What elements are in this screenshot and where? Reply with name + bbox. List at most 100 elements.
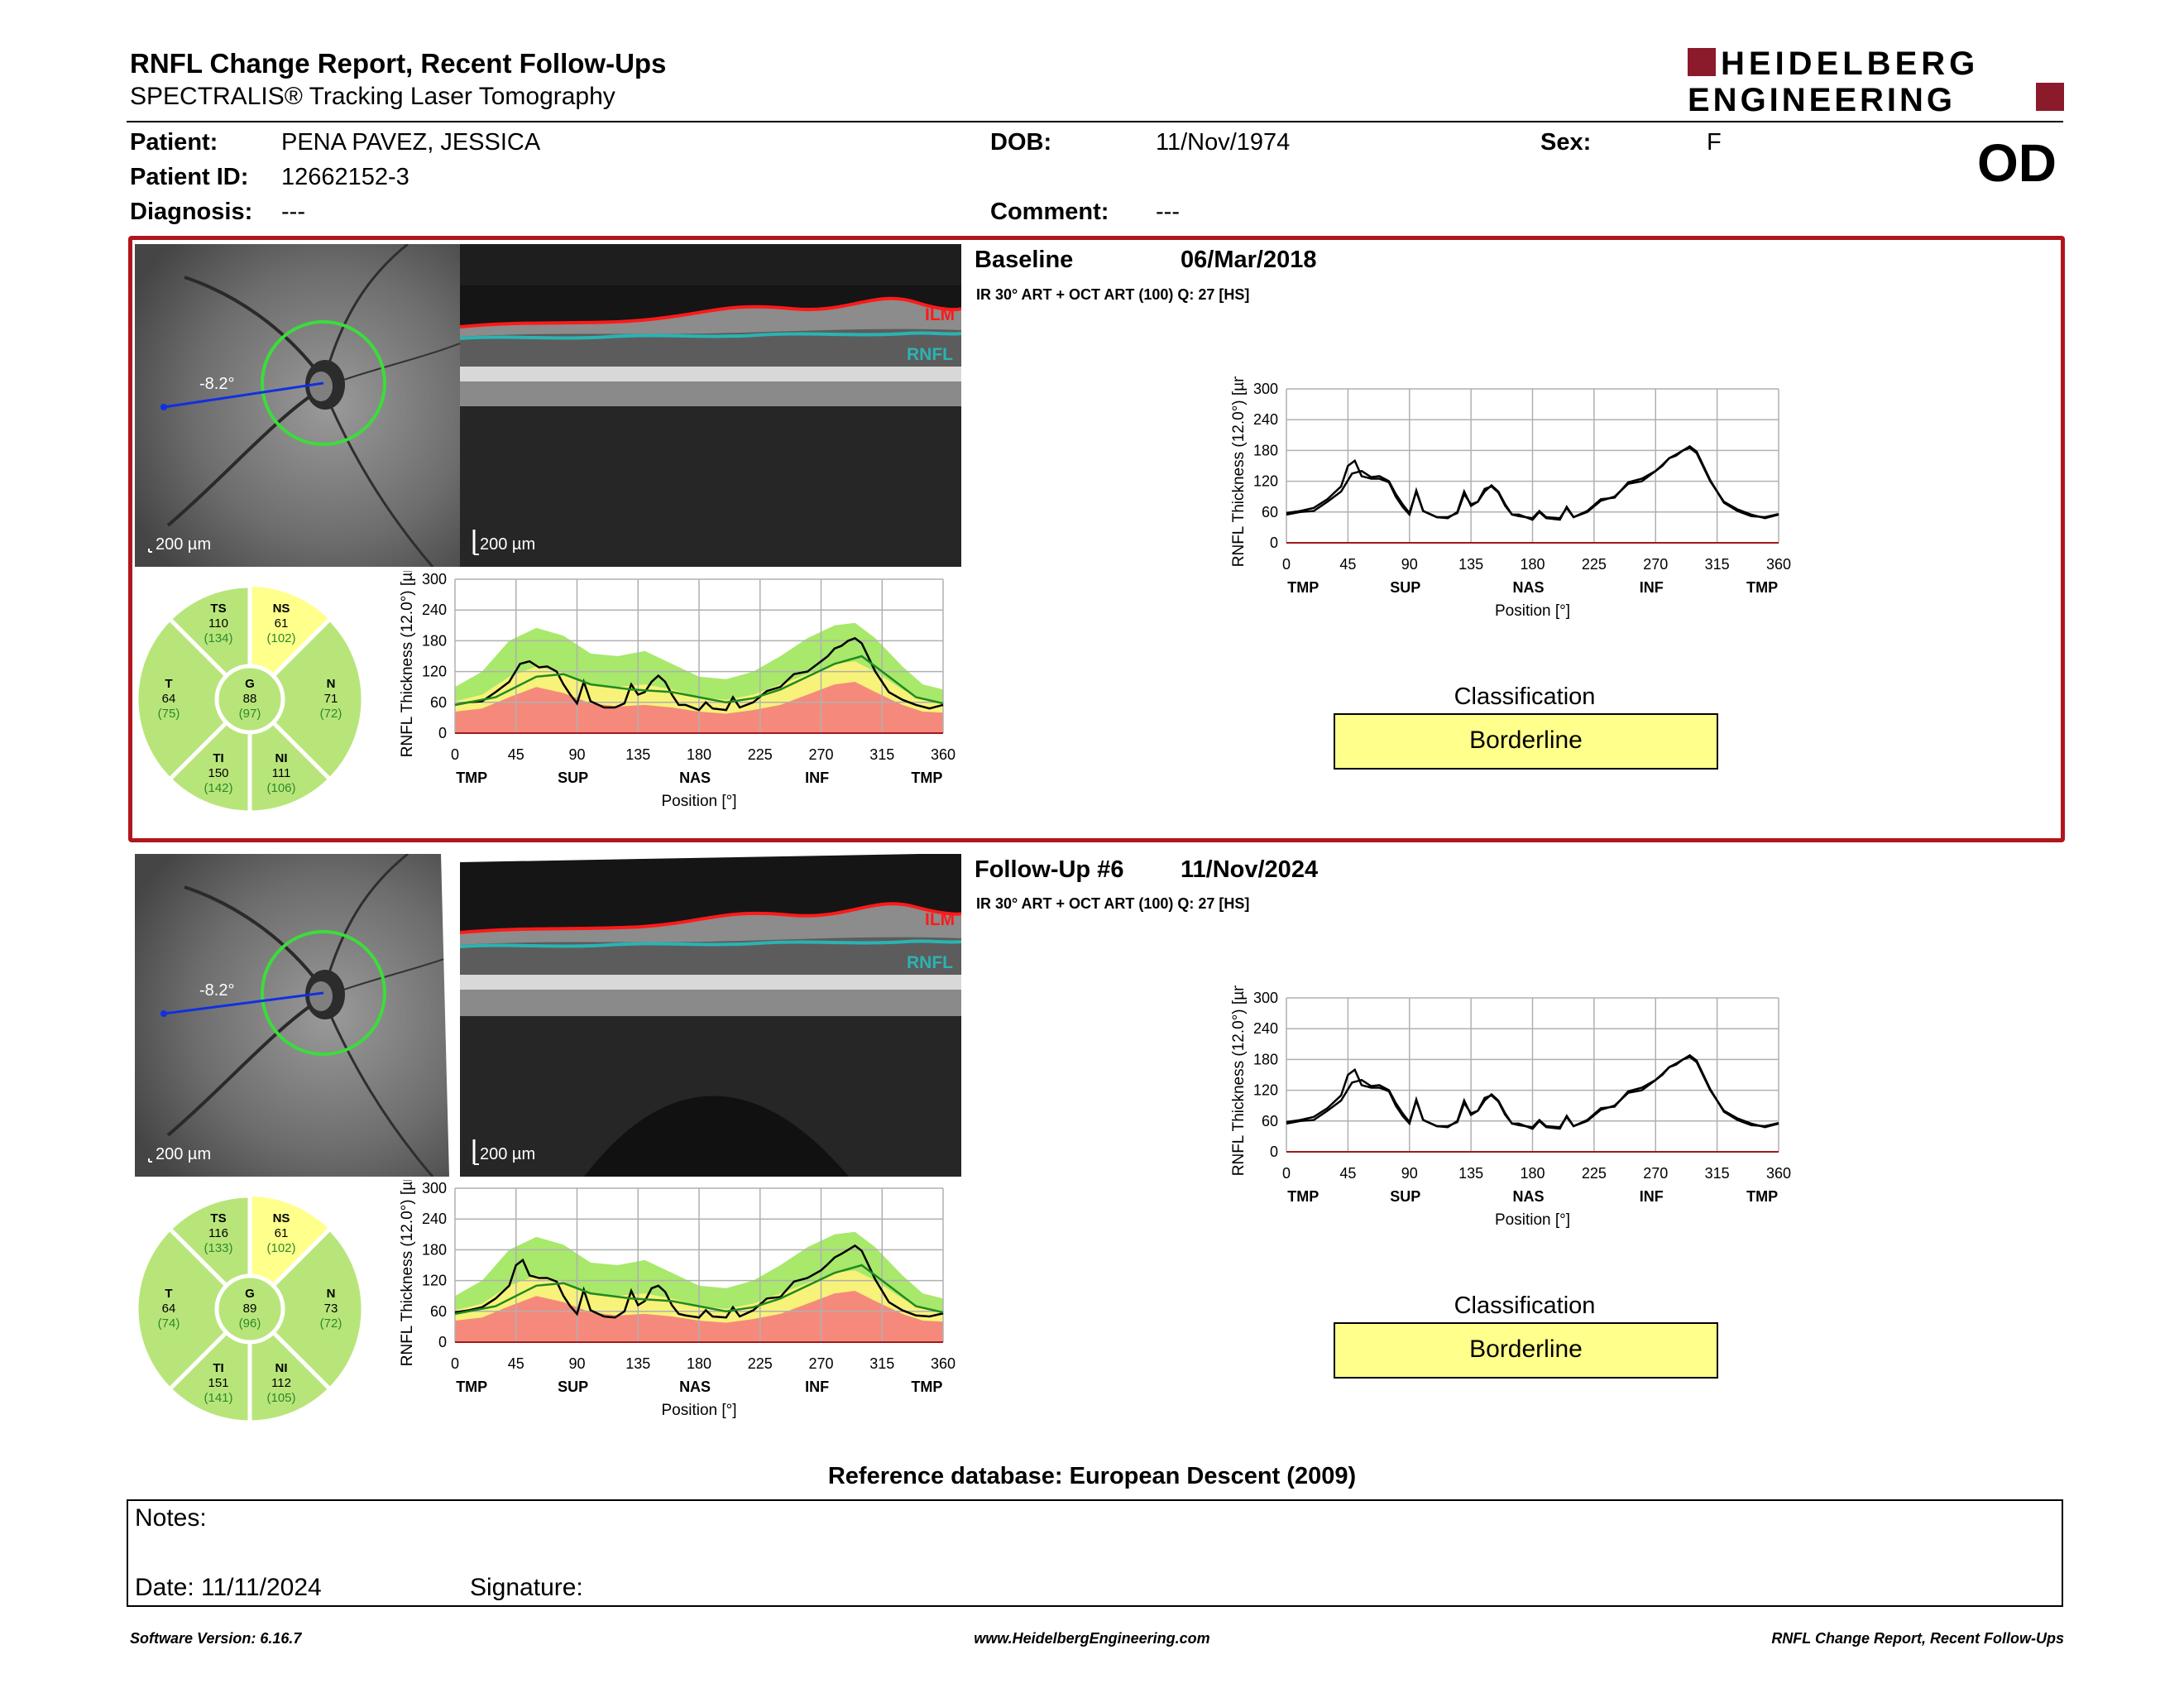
- baseline-sector-ns-value: 61: [275, 616, 289, 631]
- baseline-sector-g-label: G: [245, 677, 255, 691]
- followup-oct-bscan: ILM RNFL 200 µm: [460, 854, 961, 1177]
- series-line-2: [454, 1264, 944, 1316]
- baseline-acq: IR 30° ART + OCT ART (100) Q: 27 [HS]: [976, 286, 1250, 303]
- region-label: TMP: [911, 1379, 942, 1395]
- y-tick-label: 300: [1253, 381, 1278, 397]
- followup-sector-t-label: T: [165, 1287, 172, 1301]
- y-tick-label: 120: [1253, 1082, 1278, 1099]
- x-axis-title: Position [°]: [661, 793, 736, 810]
- x-axis-title: Position [°]: [1495, 602, 1570, 620]
- baseline-oct-bscan: ILM RNFL 200 µm: [460, 244, 961, 567]
- x-tick-label: 0: [451, 746, 459, 763]
- followup-sector-n-label: N: [327, 1287, 336, 1301]
- baseline-sector-t-value: 64: [162, 692, 176, 706]
- x-tick-label: 360: [931, 746, 956, 763]
- x-tick-label: 135: [625, 1355, 650, 1372]
- followup-rnfl-label: RNFL: [907, 953, 953, 972]
- followup-bscan-scale: 200 µm: [480, 1145, 535, 1163]
- series-line-2: [1286, 444, 1779, 520]
- region-label: TMP: [1287, 1188, 1319, 1205]
- y-tick-label: 0: [1270, 1144, 1278, 1160]
- followup-sector-g-label: G: [245, 1287, 255, 1301]
- x-tick-label: 135: [1458, 1165, 1483, 1182]
- notes-label: Notes:: [135, 1504, 207, 1532]
- region-label: TMP: [456, 770, 487, 786]
- patient-id: 12662152-3: [281, 164, 410, 190]
- region-label: SUP: [558, 770, 588, 786]
- baseline-bscan-scale: 200 µm: [480, 535, 535, 554]
- region-label: TMP: [911, 770, 942, 786]
- x-tick-label: 45: [1339, 556, 1356, 573]
- diagnosis-label: Diagnosis:: [130, 199, 253, 225]
- x-tick-label: 45: [508, 1355, 524, 1372]
- followup-sector-ni-label: NI: [275, 1361, 288, 1375]
- y-tick-label: 180: [422, 1241, 447, 1258]
- x-tick-label: 315: [869, 1355, 894, 1372]
- followup-sector-ts-ref: (133): [204, 1241, 232, 1255]
- y-tick-label: 60: [430, 694, 447, 711]
- y-axis-title: RNFL Thickness (12.0°) [µm]: [1230, 985, 1248, 1176]
- baseline-sector-chart: TS 110 (134) NS 61 (102) T 64 (75) G 88 …: [136, 585, 364, 813]
- region-label: SUP: [558, 1379, 588, 1395]
- followup-sector-g-value: 89: [243, 1302, 257, 1316]
- x-tick-label: 135: [625, 746, 650, 763]
- baseline-comparison-chart: 0 60 120 180 240 300 0 45 90 135 180 225 270 315 360 TM…: [1230, 376, 1791, 620]
- baseline-section: [128, 236, 2065, 842]
- followup-acq: IR 30° ART + OCT ART (100) Q: 27 [HS]: [976, 895, 1250, 912]
- footer-software-version: Software Version: 6.16.7: [130, 1630, 302, 1647]
- series-line-2: [1286, 1053, 1779, 1129]
- x-tick-label: 225: [748, 1355, 773, 1372]
- region-label: INF: [1640, 1188, 1664, 1205]
- baseline-date: 06/Mar/2018: [1181, 247, 1317, 273]
- baseline-fundus-image: -8.2° 200 µm: [135, 244, 460, 567]
- followup-sector-ti-label: TI: [213, 1361, 223, 1375]
- patient-name: PENA PAVEZ, JESSICA: [281, 129, 541, 156]
- baseline-sector-ni-value: 111: [272, 766, 291, 780]
- diagnosis-value: ---: [281, 199, 305, 225]
- followup-sector-ni-ref: (105): [266, 1391, 295, 1405]
- x-tick-label: 180: [687, 1355, 711, 1372]
- x-axis-title: Position [°]: [1495, 1211, 1570, 1229]
- x-tick-label: 45: [508, 746, 524, 763]
- sex-value: F: [1707, 129, 1722, 156]
- comment-label: Comment:: [990, 199, 1109, 225]
- followup-sector-n-ref: (72): [320, 1316, 342, 1331]
- reference-database: Reference database: European Descent (20…: [827, 1463, 1357, 1489]
- region-label: TMP: [1746, 1188, 1778, 1205]
- region-label: INF: [805, 1379, 829, 1395]
- followup-classification-title: Classification: [1454, 1292, 1596, 1319]
- baseline-sector-n-ref: (72): [320, 707, 342, 721]
- footer-report-name: RNFL Change Report, Recent Follow-Ups: [1771, 1630, 2064, 1647]
- followup-sector-ts-label: TS: [210, 1211, 226, 1225]
- baseline-sector-ni-ref: (106): [266, 781, 295, 795]
- y-tick-label: 240: [422, 1211, 447, 1227]
- baseline-sector-ns-label: NS: [273, 602, 290, 616]
- region-label: NAS: [679, 770, 711, 786]
- y-tick-label: 120: [422, 1273, 447, 1289]
- followup-sector-ts-value: 116: [208, 1226, 228, 1240]
- region-label: SUP: [1390, 1188, 1420, 1205]
- region-label: NAS: [1513, 579, 1545, 596]
- footer-website[interactable]: www.HeidelbergEngineering.com: [974, 1630, 1210, 1647]
- region-label: TMP: [1287, 579, 1319, 596]
- baseline-sector-ns-fill: [250, 587, 329, 676]
- y-tick-label: 0: [438, 1334, 447, 1350]
- followup-rnfl-profile-chart: 0 60 120 180 240 300 0 45 90 135 180 225 270 315 360 TM…: [399, 1180, 956, 1419]
- x-tick-label: 225: [748, 746, 773, 763]
- region-label: TMP: [456, 1379, 487, 1395]
- baseline-sector-g-ref: (97): [239, 707, 261, 721]
- notes-box[interactable]: [127, 1499, 2063, 1607]
- region-label: INF: [1640, 579, 1664, 596]
- region-label: NAS: [679, 1379, 711, 1395]
- comment-value: ---: [1156, 199, 1180, 225]
- followup-sector-g-ref: (96): [239, 1316, 261, 1331]
- baseline-sector-n-label: N: [327, 677, 336, 691]
- y-tick-label: 240: [1253, 1020, 1278, 1037]
- y-axis-title: RNFL Thickness (12.0°) [µm]: [1230, 376, 1248, 567]
- baseline-sector-ns-ref: (102): [266, 631, 295, 645]
- x-tick-label: 270: [808, 746, 833, 763]
- y-tick-label: 60: [1262, 504, 1278, 520]
- y-tick-label: 180: [1253, 442, 1278, 458]
- followup-sector-ni-value: 112: [271, 1376, 291, 1390]
- baseline-rnfl-profile-chart: 0 60 120 180 240 300 0 45 90 135 180 225 270 315 360 TM…: [399, 571, 956, 810]
